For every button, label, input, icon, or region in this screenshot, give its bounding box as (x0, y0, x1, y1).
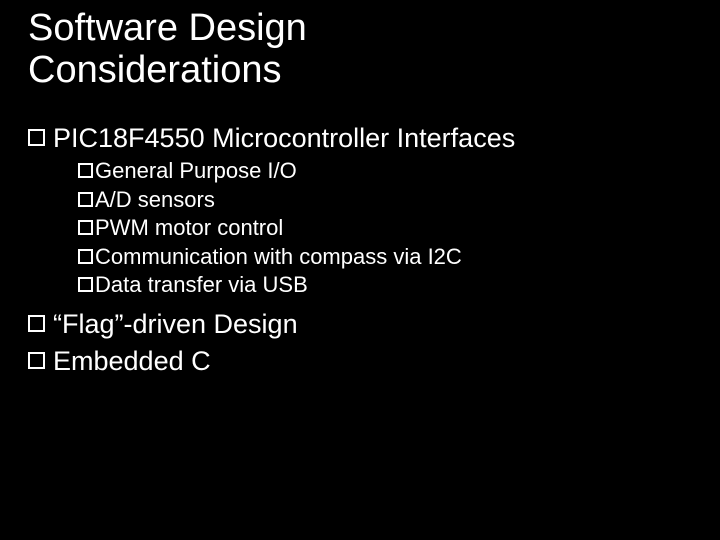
bullet-text: General Purpose I/O (95, 158, 297, 184)
checkbox-icon (78, 220, 93, 235)
sub-bullets: General Purpose I/O A/D sensors PWM moto… (78, 158, 515, 298)
title-line-1: Software Design (28, 8, 307, 50)
bullet-text: Data transfer via USB (95, 272, 308, 298)
slide-content: PIC18F4550 Microcontroller Interfaces Ge… (28, 122, 515, 377)
bullet-level1: Embedded C (28, 345, 515, 377)
bullet-level1: PIC18F4550 Microcontroller Interfaces (28, 122, 515, 154)
bullet-text: PWM motor control (95, 215, 283, 241)
checkbox-icon (78, 192, 93, 207)
bullet-level2: Communication with compass via I2C (78, 244, 515, 270)
bullet-level2: PWM motor control (78, 215, 515, 241)
checkbox-icon (78, 163, 93, 178)
checkbox-icon (28, 352, 45, 369)
bullet-level1: “Flag”-driven Design (28, 308, 515, 340)
bullet-text: Communication with compass via I2C (95, 244, 462, 270)
checkbox-icon (28, 129, 45, 146)
slide: Software Design Considerations PIC18F455… (0, 0, 720, 540)
bullet-text: Embedded C (53, 345, 211, 377)
title-line-2: Considerations (28, 50, 307, 92)
bullet-level2: Data transfer via USB (78, 272, 515, 298)
bullet-text: A/D sensors (95, 187, 215, 213)
bullet-text: “Flag”-driven Design (53, 308, 298, 340)
slide-title: Software Design Considerations (28, 8, 307, 92)
bullet-level2: A/D sensors (78, 187, 515, 213)
checkbox-icon (28, 315, 45, 332)
bullet-text: PIC18F4550 Microcontroller Interfaces (53, 122, 515, 154)
checkbox-icon (78, 249, 93, 264)
bullet-level2: General Purpose I/O (78, 158, 515, 184)
checkbox-icon (78, 277, 93, 292)
